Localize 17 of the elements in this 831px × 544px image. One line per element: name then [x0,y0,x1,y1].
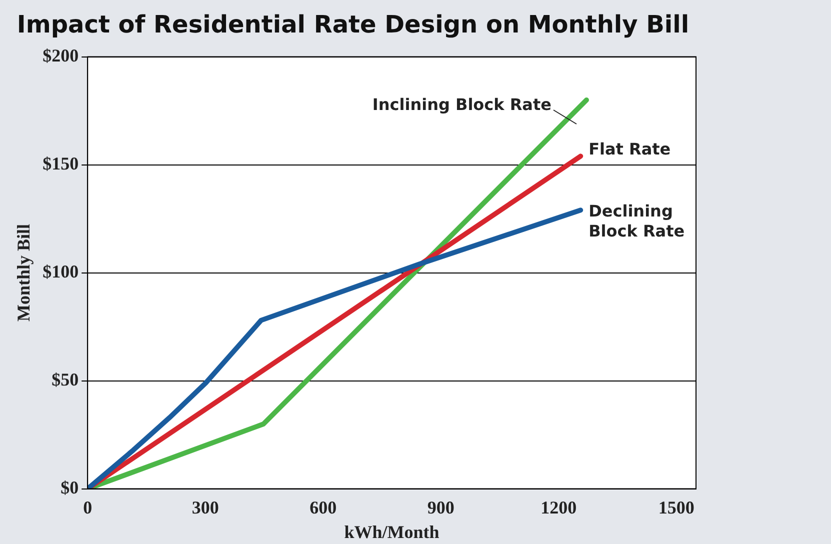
series-label: Inclining Block Rate [372,95,552,114]
chart-title: Impact of Residential Rate Design on Monthly Bill [16,10,690,39]
y-tick-label: $150 [42,153,79,174]
y-axis-title: Monthly Bill [13,224,34,322]
x-tick-label: 600 [310,497,337,518]
x-axis-title: kWh/Month [344,522,440,542]
y-tick-label: $50 [52,369,79,390]
x-tick-label: 900 [427,497,454,518]
y-tick-label: $0 [60,477,79,498]
x-tick-label: 1500 [658,497,694,518]
x-tick-label: 0 [83,497,92,518]
y-tick-label: $100 [42,261,79,282]
series-label: Flat Rate [588,139,671,158]
series-label: Declining Block Rate [588,201,685,240]
x-tick-label: 1200 [540,497,577,518]
x-tick-label: 300 [192,497,219,518]
y-tick-label: $200 [42,45,79,66]
